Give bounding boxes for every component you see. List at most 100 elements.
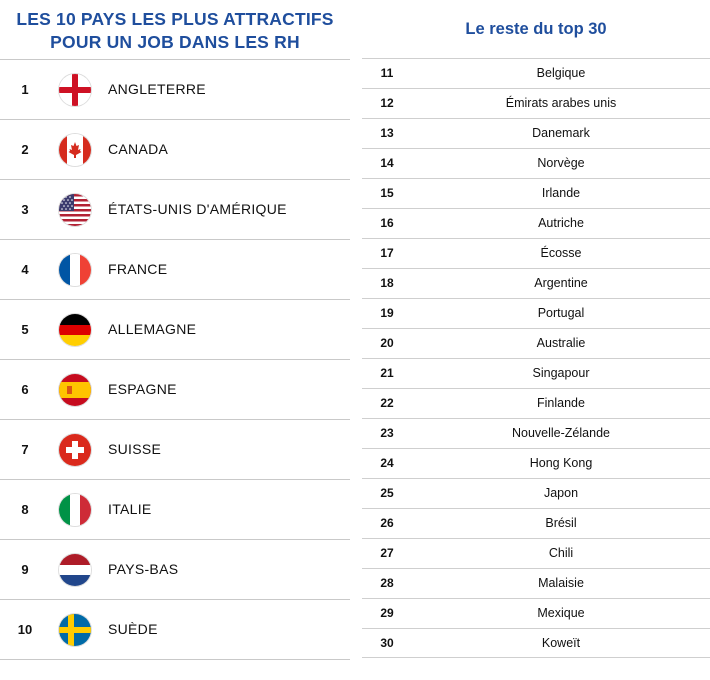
list-item: 24 Hong Kong bbox=[362, 448, 710, 478]
country-name: Belgique bbox=[536, 66, 586, 80]
top-30-list: 11 Belgique 12 Émirats arabes unis 13 Danemar… bbox=[362, 58, 710, 658]
country-name: Australie bbox=[536, 336, 586, 350]
list-item: 11 Belgique bbox=[362, 58, 710, 88]
title-line-1: LES 10 PAYS LES PLUS ATTRACTIFS bbox=[16, 9, 334, 29]
rank-number: 22 bbox=[380, 396, 394, 410]
rank-number: 16 bbox=[380, 216, 394, 230]
rank-number: 14 bbox=[380, 156, 394, 170]
rank-number: 8 bbox=[21, 502, 29, 517]
country-name: Portugal bbox=[537, 306, 585, 320]
ranking-row: 6 ESPAGNE bbox=[0, 360, 350, 420]
country-name: ALLEMAGNE bbox=[108, 321, 197, 337]
list-item: 23 Nouvelle-Zélande bbox=[362, 418, 710, 448]
country-name: ÉTATS-UNIS D'AMÉRIQUE bbox=[108, 201, 287, 217]
country-name: Hong Kong bbox=[529, 456, 593, 470]
country-name: Malaisie bbox=[538, 576, 584, 590]
rank-number: 27 bbox=[380, 546, 394, 560]
rank-number: 3 bbox=[21, 202, 29, 217]
ranking-row: 2 CANADA bbox=[0, 120, 350, 180]
title-line-2: POUR UN JOB DANS LES RH bbox=[50, 32, 300, 52]
country-name: ESPAGNE bbox=[108, 381, 177, 397]
country-name: Norvège bbox=[537, 156, 585, 170]
list-item: 28 Malaisie bbox=[362, 568, 710, 598]
rank-number: 1 bbox=[21, 82, 29, 97]
ranking-row: 7 SUISSE bbox=[0, 420, 350, 480]
france-flag-icon bbox=[59, 254, 91, 286]
list-item: 13 Danemark bbox=[362, 118, 710, 148]
ranking-row: 9 PAYS-BAS bbox=[0, 540, 350, 600]
country-name: ANGLETERRE bbox=[108, 81, 206, 97]
list-item: 19 Portugal bbox=[362, 298, 710, 328]
germany-flag-icon bbox=[59, 314, 91, 346]
rank-number: 23 bbox=[380, 426, 394, 440]
country-name: Singapour bbox=[532, 366, 590, 380]
ranking-row: 8 ITALIE bbox=[0, 480, 350, 540]
rank-number: 5 bbox=[21, 322, 29, 337]
usa-flag-icon bbox=[59, 194, 91, 226]
list-item: 16 Autriche bbox=[362, 208, 710, 238]
rank-number: 20 bbox=[380, 336, 394, 350]
rank-number: 7 bbox=[21, 442, 29, 457]
list-item: 14 Norvège bbox=[362, 148, 710, 178]
country-name: Koweït bbox=[541, 636, 581, 650]
rank-number: 18 bbox=[380, 276, 394, 290]
italy-flag-icon bbox=[59, 494, 91, 526]
rank-number: 6 bbox=[21, 382, 29, 397]
top-30-panel: Le reste du top 30 11 Belgique 12 Émirats a… bbox=[362, 0, 710, 658]
country-name: ITALIE bbox=[108, 501, 152, 517]
england-flag-icon bbox=[59, 74, 91, 106]
rank-number: 11 bbox=[380, 66, 394, 80]
list-item: 17 Écosse bbox=[362, 238, 710, 268]
country-name: CANADA bbox=[108, 141, 169, 157]
ranking-row: 3 ÉTATS-UNIS D'AMÉRIQUE bbox=[0, 180, 350, 240]
rank-number: 30 bbox=[380, 636, 394, 650]
list-item: 18 Argentine bbox=[362, 268, 710, 298]
list-item: 21 Singapour bbox=[362, 358, 710, 388]
spain-flag-icon bbox=[59, 374, 91, 406]
list-item: 15 Irlande bbox=[362, 178, 710, 208]
ranking-row: 10 SUÈDE bbox=[0, 600, 350, 660]
country-name: PAYS-BAS bbox=[108, 561, 179, 577]
rank-number: 9 bbox=[21, 562, 29, 577]
country-name: Japon bbox=[543, 486, 579, 500]
rank-number: 12 bbox=[380, 96, 394, 110]
ranking-row: 1 ANGLETERRE bbox=[0, 60, 350, 120]
country-name: Mexique bbox=[537, 606, 585, 620]
rank-number: 24 bbox=[380, 456, 394, 470]
rank-number: 19 bbox=[380, 306, 394, 320]
list-item: 25 Japon bbox=[362, 478, 710, 508]
rank-number: 28 bbox=[380, 576, 394, 590]
top-10-panel: LES 10 PAYS LES PLUS ATTRACTIFS POUR UN … bbox=[0, 0, 350, 660]
country-name: SUÈDE bbox=[108, 621, 158, 637]
canada-flag-icon bbox=[59, 134, 91, 166]
list-item: 30 Koweït bbox=[362, 628, 710, 658]
rank-number: 29 bbox=[380, 606, 394, 620]
list-item: 29 Mexique bbox=[362, 598, 710, 628]
country-name: Irlande bbox=[541, 186, 581, 200]
top-10-title: LES 10 PAYS LES PLUS ATTRACTIFS POUR UN … bbox=[0, 0, 350, 52]
country-name: Argentine bbox=[534, 276, 588, 290]
country-name: Nouvelle-Zélande bbox=[512, 426, 610, 440]
rank-number: 4 bbox=[21, 262, 29, 277]
rank-number: 26 bbox=[380, 516, 394, 530]
country-name: Brésil bbox=[545, 516, 577, 530]
country-name: Émirats arabes unis bbox=[505, 96, 617, 110]
country-name: Danemark bbox=[532, 126, 590, 140]
switzerland-flag-icon bbox=[59, 434, 91, 466]
divider bbox=[0, 59, 350, 60]
rank-number: 15 bbox=[380, 186, 394, 200]
rank-number: 2 bbox=[21, 142, 29, 157]
rank-number: 10 bbox=[17, 622, 33, 637]
list-item: 27 Chili bbox=[362, 538, 710, 568]
list-item: 20 Australie bbox=[362, 328, 710, 358]
country-name: Finlande bbox=[537, 396, 585, 410]
list-item: 26 Brésil bbox=[362, 508, 710, 538]
rank-number: 17 bbox=[380, 246, 394, 260]
top-30-title: Le reste du top 30 bbox=[465, 20, 607, 38]
country-name: Autriche bbox=[538, 216, 584, 230]
netherlands-flag-icon bbox=[59, 554, 91, 586]
country-name: Écosse bbox=[540, 246, 582, 260]
list-item: 22 Finlande bbox=[362, 388, 710, 418]
rank-number: 21 bbox=[380, 366, 394, 380]
country-name: FRANCE bbox=[108, 261, 168, 277]
